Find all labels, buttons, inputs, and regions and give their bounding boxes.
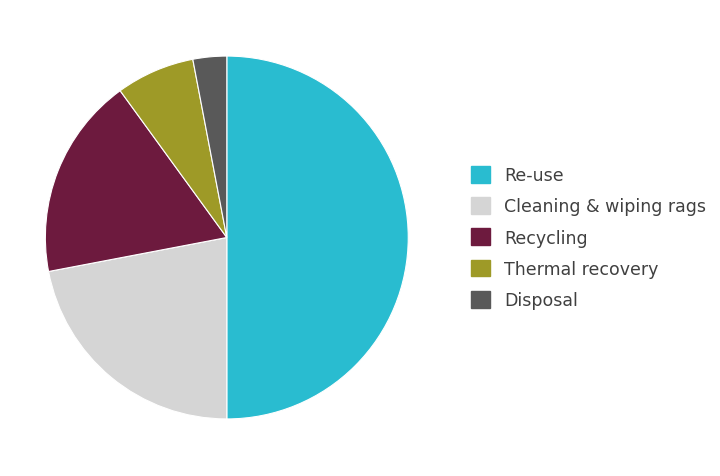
- Wedge shape: [48, 238, 227, 419]
- Legend: Re-use, Cleaning & wiping rags, Recycling, Thermal recovery, Disposal: Re-use, Cleaning & wiping rags, Recyclin…: [462, 158, 715, 318]
- Wedge shape: [45, 91, 227, 272]
- Wedge shape: [193, 57, 227, 238]
- Wedge shape: [120, 60, 227, 238]
- Wedge shape: [227, 57, 408, 419]
